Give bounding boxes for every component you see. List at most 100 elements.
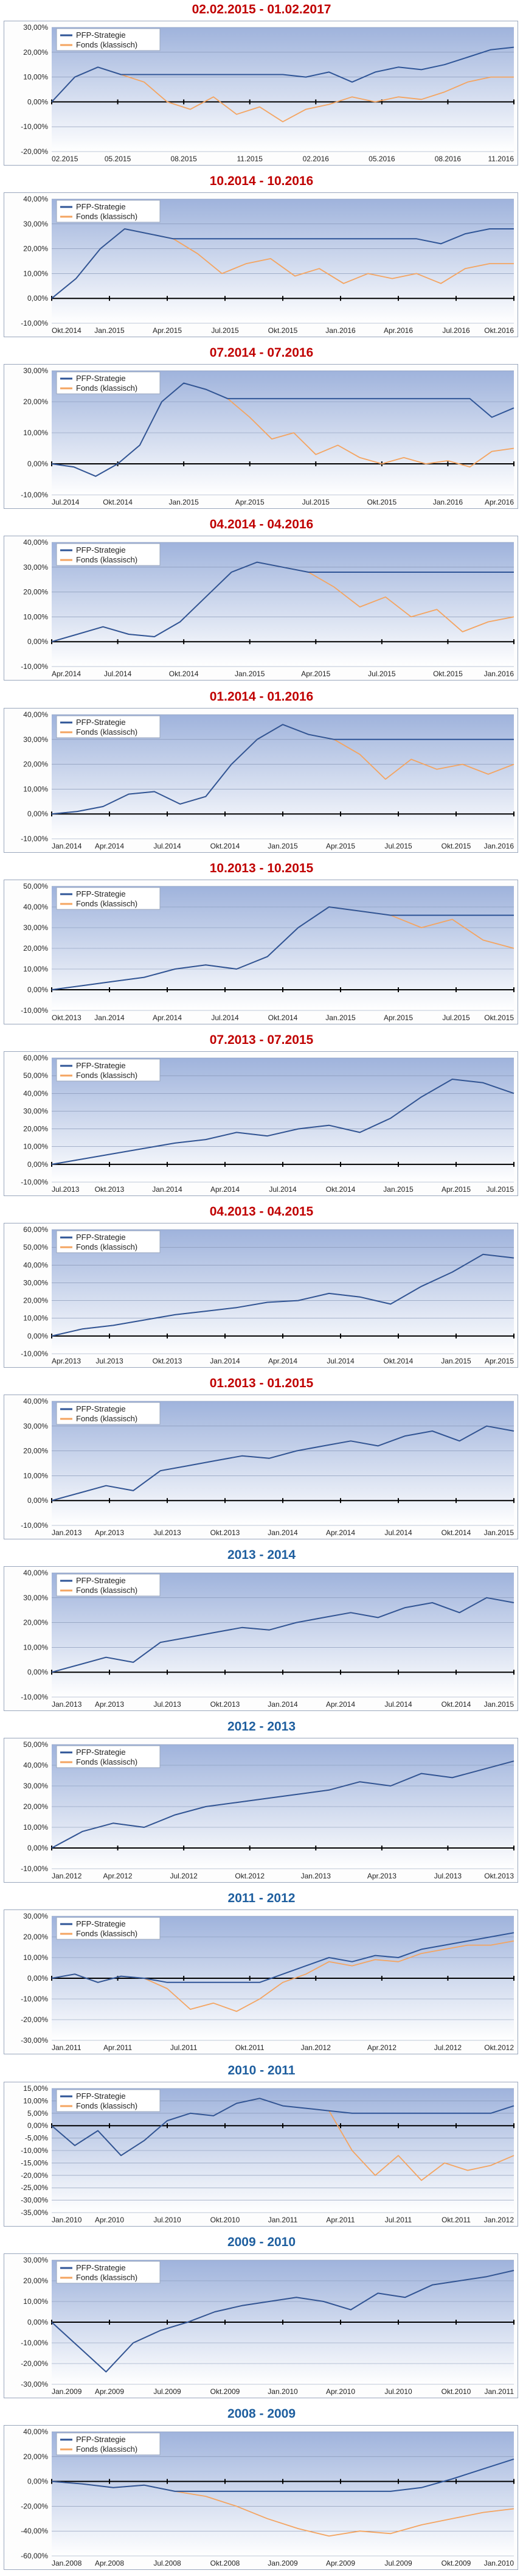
legend [56, 1230, 161, 1253]
y-tick-label: 30,00% [23, 923, 48, 932]
y-tick-label: 10,00% [23, 429, 48, 437]
x-tick-label: 02.2015 [52, 155, 78, 163]
chart-title: 2009 - 2010 [227, 2235, 296, 2249]
y-tick-label: 10,00% [23, 73, 48, 82]
y-tick-label: 20,00% [23, 397, 48, 406]
x-tick-label: Jan.2010 [52, 2216, 82, 2224]
x-tick-label: Jul.2015 [487, 1185, 514, 1194]
line-chart: 40,00% 20,00% 0,00% -20,00% -40,00% -60,00% Ja… [21, 2427, 514, 2567]
y-tick-label: 10,00% [23, 1471, 48, 1480]
x-tick-label: Jan.2011 [268, 2216, 298, 2224]
y-tick-label: 0,00% [27, 1496, 48, 1505]
x-tick-label: Okt.2014 [384, 1357, 414, 1365]
chart-section: 10.2013 - 10.2015 50,00% 40,00% 30,00% 20,00… [0, 859, 523, 1031]
chart-title: 07.2014 - 07.2016 [209, 346, 314, 360]
chart-panel: 60,00% 50,00% 40,00% 30,00% 20,00% 10,00% 0,00… [4, 1051, 518, 1196]
x-tick-label: Jul.2015 [368, 670, 396, 678]
x-tick-label: Apr.2011 [326, 2216, 355, 2224]
x-tick-label: Apr.2014 [268, 1357, 297, 1365]
x-tick-label: Apr.2014 [52, 670, 81, 678]
y-tick-label: 30,00% [23, 1107, 48, 1115]
y-tick-label: 30,00% [23, 1278, 48, 1287]
chart-section: 01.2013 - 01.2015 40,00% 30,00% 20,00% 10,00… [0, 1374, 523, 1545]
y-tick-label: -15,00% [21, 2158, 48, 2167]
x-tick-label: Jan.2015 [235, 670, 265, 678]
y-tick-label: 40,00% [23, 1761, 48, 1769]
legend-label-fund: Fonds (klassisch) [76, 899, 137, 908]
legend [56, 1917, 161, 1940]
chart-panel: 40,00% 30,00% 20,00% 10,00% 0,00% -10,00% Okt.… [4, 192, 518, 337]
y-tick-label: 0,00% [27, 2318, 48, 2326]
x-tick-label: Jul.2014 [327, 1357, 355, 1365]
chart-section: 02.02.2015 - 01.02.2017 30,00% 20,00% 10,00… [0, 0, 523, 172]
y-tick-label: -20,00% [21, 2171, 48, 2180]
legend-label-fund: Fonds (klassisch) [76, 727, 137, 737]
y-tick-label: 40,00% [23, 1089, 48, 1097]
x-tick-label: Okt.2011 [235, 2043, 265, 2052]
x-tick-label: Okt.2015 [433, 670, 463, 678]
x-tick-label: Okt.2013 [52, 1013, 81, 1022]
x-tick-label: Jul.2012 [434, 2043, 462, 2052]
x-tick-label: Apr.2015 [485, 1357, 514, 1365]
x-tick-label: 02.2016 [303, 155, 330, 163]
legend-label-fund: Fonds (klassisch) [76, 2445, 137, 2454]
x-tick-label: Jan.2009 [52, 2387, 82, 2396]
series-pfp-strategie [51, 1079, 514, 1165]
legend-label-strategy: PFP-Strategie [76, 374, 126, 383]
x-tick-label: 05.2016 [369, 155, 395, 163]
series-pfp-strategie [51, 1597, 514, 1673]
y-tick-label: 20,00% [23, 1447, 48, 1455]
line-chart: 40,00% 30,00% 20,00% 10,00% 0,00% -10,00% Okt.… [21, 195, 514, 335]
x-tick-label: Apr.2012 [103, 1872, 133, 1880]
x-tick-label: Okt.2014 [169, 670, 199, 678]
y-tick-label: 40,00% [23, 903, 48, 911]
legend [56, 1402, 161, 1425]
x-tick-label: Jan.2016 [484, 842, 514, 850]
legend [56, 200, 161, 223]
x-tick-label: Apr.2016 [485, 498, 514, 506]
legend-label-strategy: PFP-Strategie [76, 1748, 126, 1757]
line-chart: 30,00% 20,00% 10,00% 0,00% -10,00% -20,00% 02.… [21, 23, 514, 163]
y-tick-label: -10,00% [21, 662, 48, 671]
y-tick-label: 50,00% [23, 882, 48, 891]
legend-label-strategy: PFP-Strategie [76, 2263, 126, 2272]
chart-section: 01.2014 - 01.2016 40,00% 30,00% 20,00% 10,00… [0, 687, 523, 859]
y-tick-label: 0,00% [27, 1160, 48, 1169]
y-tick-label: 10,00% [23, 1314, 48, 1323]
y-tick-label: 0,00% [27, 97, 48, 106]
y-tick-label: -10,00% [21, 1006, 48, 1015]
y-tick-label: 40,00% [23, 195, 48, 203]
chart-section: 2008 - 2009 40,00% 20,00% 0,00% -20,00% -40,0… [0, 2404, 523, 2576]
x-tick-label: Apr.2015 [326, 842, 355, 850]
y-tick-label: 10,00% [23, 1643, 48, 1651]
chart-title: 04.2014 - 04.2016 [209, 517, 314, 531]
x-tick-label: Apr.2014 [95, 842, 124, 850]
chart-section: 2013 - 2014 40,00% 30,00% 20,00% 10,00% 0,00%… [0, 1545, 523, 1717]
x-tick-label: Apr.2015 [153, 326, 182, 335]
x-tick-label: Okt.2015 [484, 1013, 514, 1022]
legend-label-fund: Fonds (klassisch) [76, 383, 137, 393]
y-tick-label: -10,00% [21, 1864, 48, 1873]
x-tick-label: Okt.2014 [52, 326, 81, 335]
chart-title: 10.2013 - 10.2015 [209, 861, 314, 875]
legend-label-fund: Fonds (klassisch) [76, 1586, 137, 1595]
legend [56, 371, 161, 394]
series-pfp-strategie [51, 2458, 514, 2492]
x-tick-label: Jul.2009 [384, 2559, 412, 2567]
x-tick-label: Jan.2014 [268, 1700, 298, 1709]
y-tick-label: 50,00% [23, 1243, 48, 1251]
x-tick-label: Jan.2015 [484, 1700, 514, 1709]
x-tick-label: Apr.2011 [103, 2043, 132, 2052]
y-tick-label: -10,00% [21, 1693, 48, 1701]
x-tick-label: Jan.2016 [484, 670, 514, 678]
chart-panel: 30,00% 20,00% 10,00% 0,00% -10,00% -20,00% -30… [4, 2253, 518, 2398]
chart-title: 10.2014 - 10.2016 [209, 174, 314, 188]
x-tick-label: Apr.2014 [326, 1700, 355, 1709]
chart-section: 07.2013 - 07.2015 60,00% 50,00% 40,00% 30,00… [0, 1031, 523, 1202]
line-chart: 60,00% 50,00% 40,00% 30,00% 20,00% 10,00% 0,00… [21, 1054, 514, 1194]
x-tick-label: 11.2015 [237, 155, 263, 163]
x-tick-label: Okt.2008 [210, 2559, 240, 2567]
y-tick-label: 40,00% [23, 1261, 48, 1269]
x-tick-label: Okt.2014 [103, 498, 133, 506]
x-tick-label: Okt.2013 [153, 1357, 182, 1365]
